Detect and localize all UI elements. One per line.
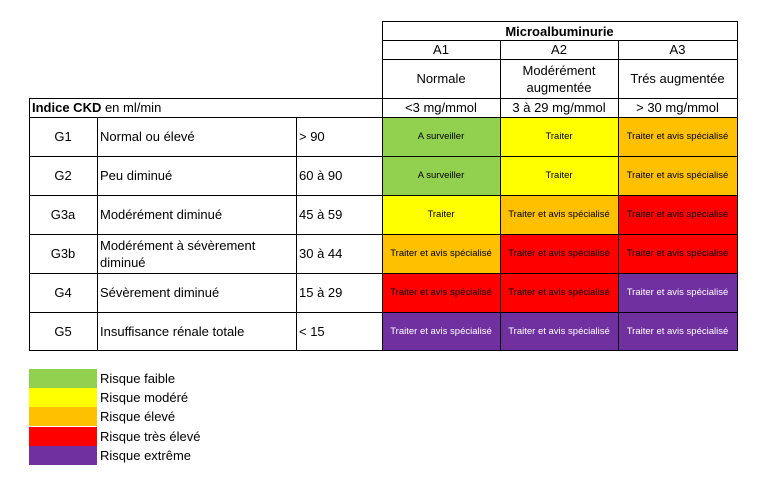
legend-swatch-eleve [29,407,97,426]
indice-ckd-bold: Indice CKD [32,100,102,115]
row-range-g4: 15 à 29 [299,285,343,300]
row-label-g2: Peu diminué [100,168,173,183]
legend-swatch-tres-eleve [29,427,97,446]
row-range-g5: < 15 [299,323,325,339]
row-label-g3a: Modérément diminué [100,207,223,222]
column-code-a2: A2 [551,42,567,57]
column-value-a2: 3 à 29 mg/mmol [512,100,606,115]
cell-g2-a2: Traiter [500,156,618,195]
row-label-g1: Normal ou élevé [100,129,195,144]
row-label-g4: Sévèrement diminué [100,285,220,300]
column-name-a1: Normale [416,71,466,86]
row-range-g1: > 90 [299,129,325,144]
cell-g3a-a2: Traiter et avis spécialisé [500,195,618,234]
legend-label-eleve: Risque élevé [100,409,176,424]
column-value-a3: > 30 mg/mmol [636,100,719,115]
cell-g3b-a3: Traiter et avis spécialisé [618,234,737,273]
indice-ckd-label: Indice CKD en ml/min [29,98,382,117]
row-grade-g1: G1 [54,129,72,144]
cell-g5-a2: Traiter et avis spécialisé [500,312,618,350]
cell-g4-a3: Traiter et avis spécialisé [618,273,737,312]
row-label-g5: Insuffisance rénale totale [100,323,245,339]
legend-label-faible: Risque faible [100,371,176,386]
legend-label-extreme: Risque extrême [100,448,192,463]
row-grade-g4: G4 [54,285,72,300]
cell-g3b-a2: Traiter et avis spécialisé [500,234,618,273]
legend-label-tres-eleve: Risque très élevé [100,429,201,444]
column-name-a2: Modérément augmentée [522,62,596,95]
column-name-a3: Trés augmentée [630,71,725,86]
row-range-g3a: 45 à 59 [299,207,343,222]
row-grade-g3a: G3a [50,207,76,222]
cell-g4-a1: Traiter et avis spécialisé [382,273,500,312]
legend-label-modere: Risque modéré [100,390,189,405]
cell-g2-a3: Traiter et avis spécialisé [618,156,737,195]
row-range-g2: 60 à 90 [299,168,343,183]
cell-g1-a1: A surveiller [382,117,500,156]
column-value-a1: <3 mg/mmol [405,100,477,115]
cell-g4-a2: Traiter et avis spécialisé [500,273,618,312]
row-grade-g5: G5 [54,323,72,339]
row-range-g3b: 30 à 44 [299,246,343,261]
cell-g3a-a1: Traiter [382,195,500,234]
legend-swatch-modere [29,388,97,407]
cell-g3a-a3: Traiter et avis spécialisé [618,195,737,234]
column-code-a3: A3 [669,42,686,57]
cell-g5-a1: Traiter et avis spécialisé [382,312,500,350]
cell-g3b-a1: Traiter et avis spécialisé [382,234,500,273]
cell-g1-a3: Traiter et avis spécialisé [618,117,737,156]
indice-ckd-unit: en ml/min [101,100,162,115]
legend-swatch-extreme [29,446,97,465]
row-grade-g2: G2 [54,168,72,183]
cell-g1-a2: Traiter [500,117,618,156]
column-code-a1: A1 [433,42,449,57]
microalbuminurie-title: Microalbuminurie [505,23,614,39]
legend-swatch-faible [29,369,97,388]
cell-g2-a1: A surveiller [382,156,500,195]
cell-g5-a3: Traiter et avis spécialisé [618,312,737,350]
row-label-g3b: Modérément à sévèrement diminué [100,237,256,270]
row-grade-g3b: G3b [50,246,76,261]
